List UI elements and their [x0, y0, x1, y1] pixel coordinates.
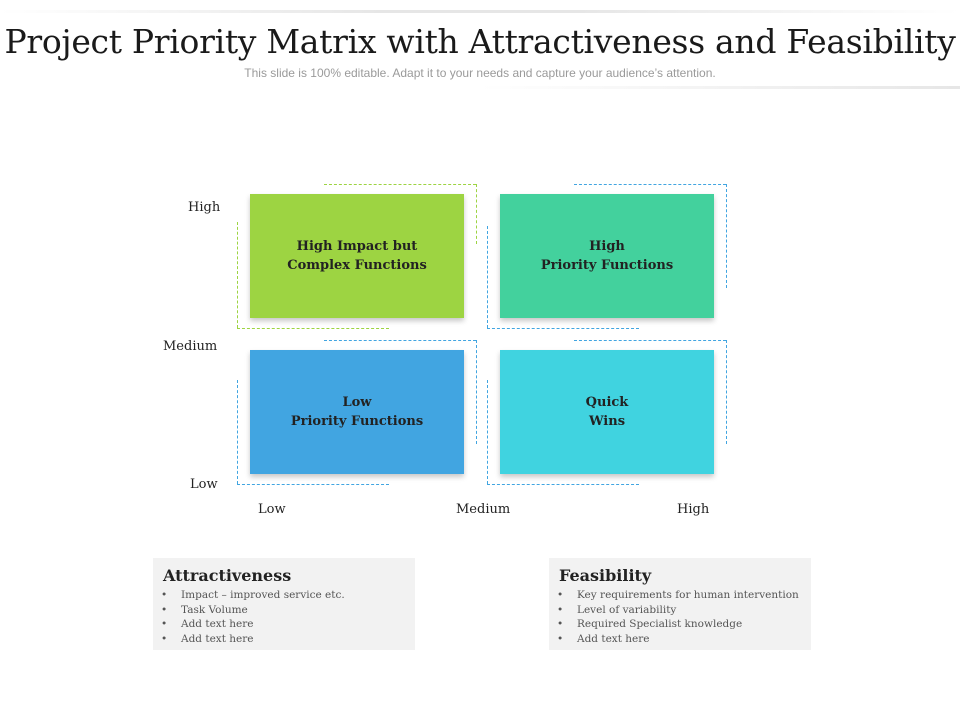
- dashed-line: [487, 484, 639, 485]
- dashed-line: [237, 328, 389, 329]
- quadrant-label-line: Wins: [588, 414, 626, 429]
- feasibility-title: Feasibility: [559, 566, 652, 585]
- quadrant-top-right: High Priority Functions: [500, 194, 714, 318]
- quadrant-label: Low Priority Functions: [291, 393, 423, 431]
- y-tick-high: High: [188, 200, 221, 215]
- header-bottom-rule: [480, 86, 960, 89]
- dashed-line: [476, 184, 477, 244]
- dashed-line: [324, 184, 476, 185]
- header-top-rule: [0, 10, 960, 13]
- attractiveness-box: Attractiveness Impact – improved service…: [153, 558, 415, 650]
- quadrant-label-line: High Impact but: [296, 239, 418, 254]
- dashed-line: [574, 340, 726, 341]
- quadrant-label-line: Priority Functions: [290, 414, 424, 429]
- list-item: Required Specialist knowledge: [557, 617, 799, 632]
- quadrant-label: Quick Wins: [586, 393, 629, 431]
- quadrant-label-line: Complex Functions: [287, 258, 427, 273]
- y-tick-low: Low: [190, 477, 218, 492]
- dashed-line: [237, 380, 238, 484]
- dashed-line: [324, 340, 476, 341]
- dashed-line: [726, 340, 727, 444]
- x-tick-high: High: [677, 502, 710, 517]
- page-subtitle: This slide is 100% editable. Adapt it to…: [244, 66, 716, 80]
- dashed-line: [237, 222, 238, 328]
- y-tick-medium: Medium: [163, 339, 218, 354]
- quadrant-top-left: High Impact but Complex Functions: [250, 194, 464, 318]
- attractiveness-list: Impact – improved service etc. Task Volu…: [161, 588, 345, 646]
- quadrant-label: High Priority Functions: [541, 237, 673, 275]
- list-item: Add text here: [161, 632, 345, 647]
- dashed-line: [237, 484, 389, 485]
- dashed-line: [487, 328, 639, 329]
- quadrant-label: High Impact but Complex Functions: [287, 237, 427, 275]
- feasibility-list: Key requirements for human intervention …: [557, 588, 799, 646]
- x-tick-low: Low: [258, 502, 286, 517]
- dashed-line: [487, 380, 488, 484]
- quadrant-label-line: Quick: [585, 395, 629, 410]
- dashed-line: [476, 340, 477, 444]
- page-title: Project Priority Matrix with Attractiven…: [4, 22, 956, 61]
- dashed-line: [487, 226, 488, 328]
- quadrant-label-line: Low: [342, 395, 372, 410]
- x-tick-medium: Medium: [456, 502, 511, 517]
- dashed-line: [726, 184, 727, 288]
- feasibility-box: Feasibility Key requirements for human i…: [549, 558, 811, 650]
- quadrant-bottom-right: Quick Wins: [500, 350, 714, 474]
- quadrant-label-line: Priority Functions: [540, 258, 674, 273]
- list-item: Add text here: [161, 617, 345, 632]
- quadrant-label-line: High: [589, 239, 625, 254]
- list-item: Add text here: [557, 632, 799, 647]
- attractiveness-title: Attractiveness: [163, 566, 292, 585]
- dashed-line: [574, 184, 726, 185]
- list-item: Key requirements for human intervention: [557, 588, 799, 603]
- list-item: Impact – improved service etc.: [161, 588, 345, 603]
- quadrant-bottom-left: Low Priority Functions: [250, 350, 464, 474]
- list-item: Task Volume: [161, 603, 345, 618]
- list-item: Level of variability: [557, 603, 799, 618]
